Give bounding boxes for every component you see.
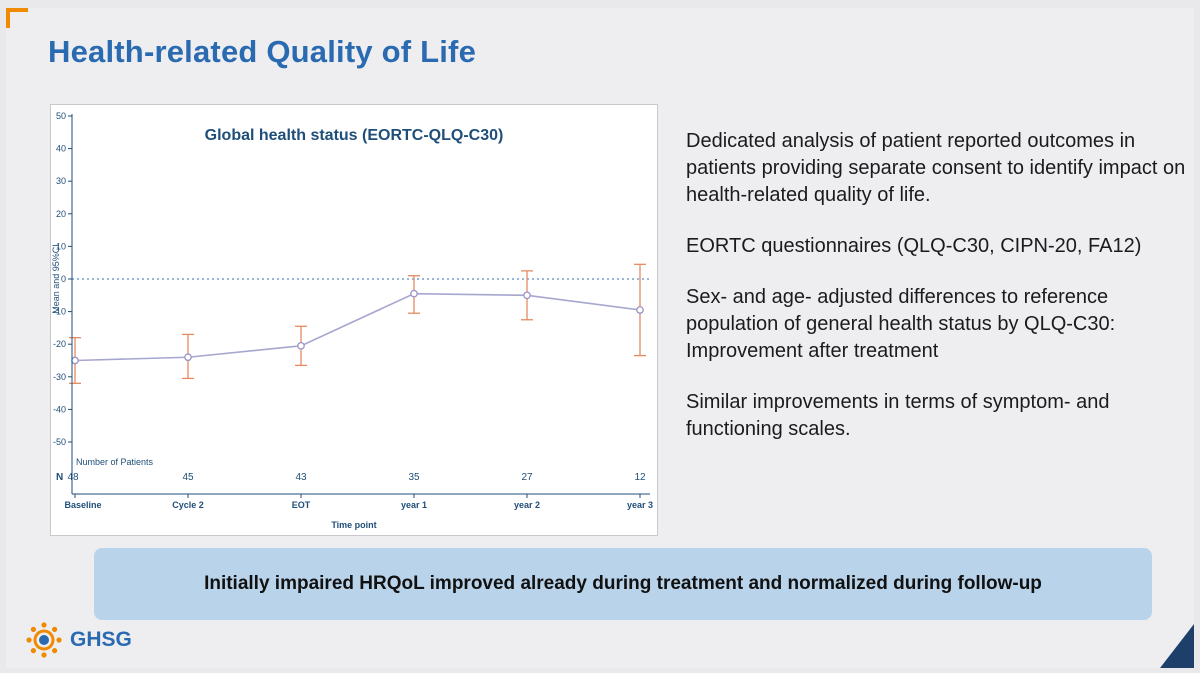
mean-point [636, 306, 644, 314]
y-tick-label: 20 [56, 209, 66, 219]
x-tick-label: year 1 [401, 500, 427, 510]
chart-background [50, 104, 658, 536]
ghsg-logo: GHSG [26, 622, 132, 658]
n-prefix: N [56, 472, 63, 483]
bullet-list: Dedicated analysis of patient reported o… [686, 128, 1186, 467]
mean-line [74, 292, 641, 362]
x-tick-label: Cycle 2 [172, 500, 204, 510]
mean-point [297, 341, 305, 350]
y-tick-label: -30 [53, 372, 66, 382]
chart: Global health status (EORTC-QLQ-C30) 50 4… [50, 104, 658, 536]
y-tick-label: 40 [56, 144, 66, 154]
slide: Health-related Quality of Life Global he… [6, 8, 1194, 668]
sun-logo-icon [26, 622, 62, 658]
n-value: 35 [408, 472, 420, 483]
y-tick-label: 50 [56, 111, 66, 121]
y-tick-label: 10 [56, 241, 66, 251]
conclusion-text: Initially impaired HRQoL improved alread… [204, 573, 1042, 594]
n-value: 48 [67, 472, 79, 483]
chart-title: Global health status (EORTC-QLQ-C30) [205, 127, 504, 144]
x-tick-label: Baseline [64, 500, 101, 510]
y-axis-title: Mean and 95%CI [51, 244, 61, 314]
n-row-label: Number of Patients [76, 457, 154, 467]
x-axis-title: Time point [331, 520, 376, 530]
bullet-4: Similar improvements in terms of symptom… [686, 391, 1110, 440]
x-tick-label: year 3 [627, 500, 653, 510]
mean-point [523, 291, 531, 300]
conclusion-banner: Initially impaired HRQoL improved alread… [94, 548, 1152, 620]
y-tick-label: -50 [53, 437, 66, 447]
bullet-2: EORTC questionnaires (QLQ-C30, CIPN-20, … [686, 235, 1142, 257]
y-tick-label: 0 [61, 274, 66, 284]
chart-frame [50, 104, 658, 536]
y-tick-label: 30 [56, 176, 66, 186]
top-accent [6, 8, 28, 28]
mean-point [410, 289, 418, 298]
bullet-3: Sex- and age- adjusted differences to re… [686, 286, 1116, 362]
n-value: 45 [182, 472, 194, 483]
n-value: 43 [295, 472, 307, 483]
corner-accent [1160, 624, 1194, 668]
n-value: 12 [634, 472, 646, 483]
slide-title: Health-related Quality of Life [48, 34, 477, 69]
chart-panel: Global health status (EORTC-QLQ-C30) 50 4… [50, 104, 658, 536]
mean-point [71, 356, 79, 365]
mean-point [184, 353, 192, 362]
y-tick-label: -20 [53, 339, 66, 349]
x-tick-label: EOT [292, 500, 311, 510]
n-value: 27 [521, 472, 533, 483]
y-tick-label: -10 [53, 307, 66, 317]
y-tick-label: -40 [53, 404, 66, 414]
bullet-1: Dedicated analysis of patient reported o… [686, 130, 1186, 206]
x-tick-label: year 2 [514, 500, 540, 510]
logo-text: GHSG [70, 628, 132, 651]
